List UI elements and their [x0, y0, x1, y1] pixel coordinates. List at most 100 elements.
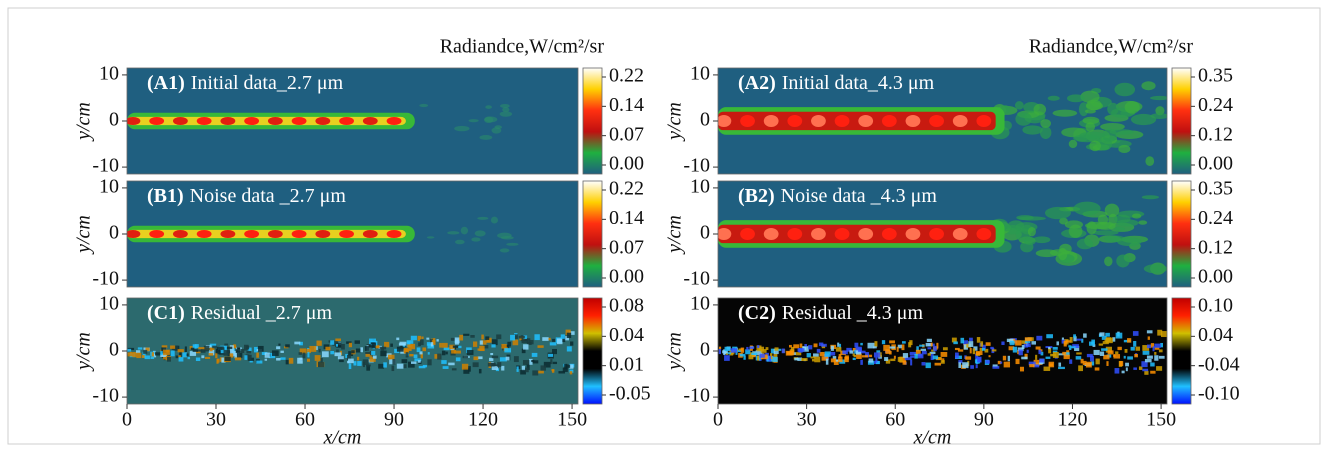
residual-speck: [570, 341, 574, 346]
residual-speck: [177, 355, 181, 358]
plume-halo: [1018, 216, 1046, 221]
heatmap: [718, 181, 1167, 287]
panel-id: (B2): [738, 185, 775, 207]
residual-speck: [1119, 361, 1124, 366]
residual-speck: [1069, 347, 1072, 350]
residual-speck: [468, 366, 471, 372]
residual-speck: [1052, 346, 1058, 350]
residual-speck: [1132, 331, 1139, 336]
residual-speck: [852, 353, 855, 356]
residual-speck: [341, 344, 345, 350]
plume-halo: [494, 125, 502, 130]
residual-speck: [514, 334, 518, 339]
plume-halo: [1086, 221, 1097, 235]
residual-speck: [357, 361, 362, 366]
colorbar-tick-label: 0.07: [609, 236, 644, 258]
residual-speck: [934, 362, 942, 366]
y-tick-label: 0: [700, 339, 710, 361]
residual-speck: [309, 345, 317, 352]
plume-halo: [454, 239, 465, 245]
colorbar-tick-label: 0.04: [609, 324, 644, 346]
plume-halo: [499, 248, 510, 253]
residual-speck: [224, 343, 229, 346]
residual-speck: [294, 341, 301, 345]
residual-speck: [195, 357, 201, 362]
residual-speck: [730, 348, 738, 353]
panel-id: (A1): [147, 72, 185, 94]
residual-speck: [521, 338, 529, 344]
residual-speck: [430, 342, 434, 347]
plume-cell: [834, 228, 850, 240]
residual-speck: [445, 351, 448, 355]
residual-speck: [462, 355, 469, 359]
residual-speck: [135, 350, 141, 354]
residual-speck: [1138, 366, 1143, 370]
residual-speck: [1101, 335, 1107, 340]
residual-speck: [975, 364, 978, 369]
colorbar: [582, 297, 603, 405]
residual-speck: [420, 353, 423, 359]
residual-speck: [832, 356, 837, 360]
plume-halo: [490, 216, 499, 224]
residual-speck: [550, 359, 553, 365]
residual-speck: [980, 341, 984, 347]
colorbar-tick-label: 0.07: [609, 123, 644, 145]
residual-speck: [426, 337, 430, 340]
residual-speck: [217, 346, 224, 349]
residual-speck: [804, 344, 807, 347]
residual-speck: [1052, 352, 1059, 358]
y-tick-label: -10: [683, 155, 710, 177]
residual-speck: [1154, 347, 1160, 350]
residual-speck: [491, 339, 498, 346]
residual-speck: [380, 350, 387, 357]
colorbar-tick-label: -0.05: [609, 383, 651, 405]
residual-speck: [838, 356, 843, 363]
plume-halo: [500, 103, 510, 108]
residual-speck: [409, 354, 414, 357]
residual-speck: [472, 362, 479, 368]
residual-speck: [208, 353, 214, 356]
residual-speck: [392, 358, 396, 365]
residual-speck: [384, 341, 390, 348]
y-tick-label: 10: [99, 293, 119, 315]
residual-speck: [477, 348, 485, 351]
residual-speck: [927, 347, 932, 350]
residual-speck: [1154, 343, 1161, 348]
residual-speck: [298, 352, 302, 355]
residual-speck: [401, 359, 408, 364]
residual-speck: [909, 351, 917, 356]
plume-cell: [740, 228, 755, 240]
plume-cell: [291, 117, 307, 125]
residual-speck: [1058, 366, 1065, 370]
residual-speck: [366, 364, 371, 371]
plume-cell: [929, 115, 944, 127]
residual-speck: [955, 352, 959, 359]
plume-core: [127, 116, 406, 126]
colorbar: [582, 67, 603, 175]
residual-speck: [1080, 358, 1084, 364]
plume-halo: [1104, 256, 1113, 267]
residual-speck: [348, 363, 352, 370]
residual-speck: [542, 337, 549, 341]
residual-speck: [757, 355, 760, 361]
plume-halo: [474, 230, 486, 237]
residual-speck: [803, 346, 807, 350]
residual-speck: [223, 349, 230, 356]
residual-speck: [1142, 350, 1150, 355]
residual-speck: [431, 340, 436, 345]
residual-speck: [337, 356, 344, 360]
residual-speck: [927, 353, 931, 356]
plume-cell: [763, 115, 779, 127]
plume-halo: [1145, 156, 1155, 167]
residual-speck: [1007, 355, 1011, 362]
plume-halo: [1131, 213, 1142, 219]
residual-speck: [1115, 332, 1123, 339]
residual-speck: [930, 342, 933, 347]
heatmap: [127, 181, 578, 287]
residual-speck: [759, 353, 765, 358]
residual-speck: [1090, 355, 1094, 362]
residual-speck: [532, 370, 539, 376]
residual-speck: [220, 347, 226, 354]
residual-speck: [1150, 362, 1155, 367]
residual-speck: [522, 360, 530, 365]
